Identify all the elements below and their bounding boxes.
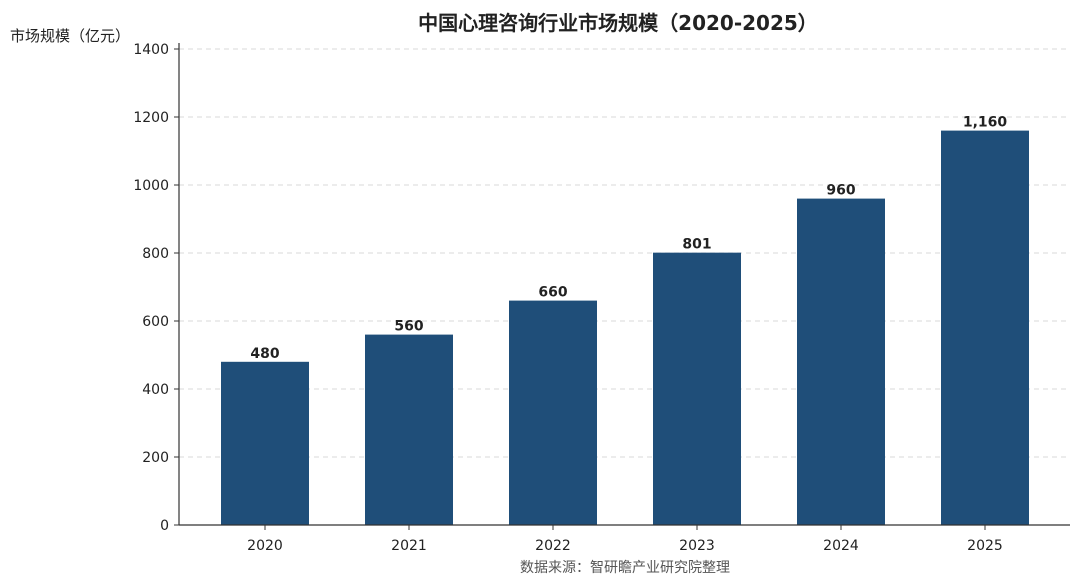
bar-2022 — [509, 300, 597, 525]
x-tick-label: 2024 — [823, 538, 859, 554]
value-label: 660 — [538, 285, 567, 301]
bar-2023 — [653, 252, 741, 525]
y-tick-label: 400 — [142, 382, 169, 398]
y-axis-label: 市场规模（亿元） — [10, 27, 130, 45]
value-label: 1,160 — [963, 115, 1008, 131]
y-tick-label: 600 — [142, 314, 169, 330]
y-ticks: 0 200 400 600 800 1000 1200 1400 — [133, 42, 179, 534]
x-tick-label: 2025 — [967, 538, 1003, 554]
x-tick-label: 2023 — [679, 538, 715, 554]
value-label: 560 — [394, 319, 423, 335]
value-labels: 480 560 660 801 960 1,160 — [250, 115, 1007, 362]
source-note: 数据来源：智研瞻产业研究院整理 — [520, 559, 730, 576]
x-tick-label: 2022 — [535, 538, 571, 554]
value-label: 960 — [826, 183, 855, 199]
x-ticks: 2020 2021 2022 2023 2024 2025 — [247, 525, 1003, 554]
bar-2021 — [365, 334, 453, 525]
x-tick-label: 2021 — [391, 538, 427, 554]
gridlines — [179, 48, 1070, 458]
y-tick-label: 800 — [142, 246, 169, 262]
bars — [221, 130, 1029, 525]
y-tick-label: 200 — [142, 450, 169, 466]
y-tick-label: 0 — [160, 518, 169, 534]
axes — [178, 43, 1070, 526]
y-tick-label: 1400 — [133, 42, 169, 58]
y-tick-label: 1200 — [133, 110, 169, 126]
chart-title: 中国心理咨询行业市场规模（2020-2025） — [418, 11, 818, 35]
bar-2025 — [941, 130, 1029, 525]
x-tick-label: 2020 — [247, 538, 283, 554]
y-tick-label: 1000 — [133, 178, 169, 194]
value-label: 480 — [250, 346, 279, 362]
bar-2020 — [221, 361, 309, 525]
bar-2024 — [797, 198, 885, 525]
value-label: 801 — [682, 237, 711, 253]
